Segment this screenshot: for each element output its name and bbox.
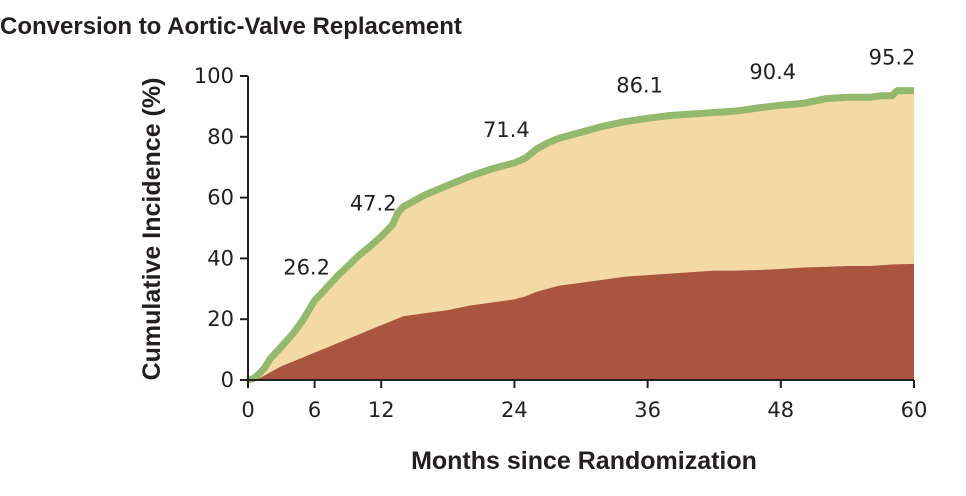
y-tick-label: 0 [221,368,234,392]
y-tick-label: 80 [207,125,234,149]
x-tick-label: 24 [501,398,528,422]
data-label: 71.4 [483,118,530,142]
x-tick-label: 48 [767,398,794,422]
plot-area [247,87,914,384]
x-tick-label: 12 [368,398,395,422]
y-tick-label: 60 [207,186,234,210]
x-tick-label: 36 [634,398,661,422]
x-tick-label: 60 [901,398,928,422]
chart-title: Conversion to Aortic-Valve Replacement [0,13,462,40]
lower-area [248,263,914,380]
cumulative-curve [247,87,914,384]
data-labels: 26.2 47.2 71.4 86.1 90.4 95.2 [283,46,915,280]
data-label: 86.1 [616,73,663,97]
x-tick-label: 6 [308,398,321,422]
x-tick-label: 0 [241,398,254,422]
y-axis-title: Cumulative Incidence (%) [138,78,166,381]
data-label: 26.2 [283,255,330,279]
y-tick-label: 100 [194,64,234,88]
x-axis-title: Months since Randomization [411,447,757,475]
data-label: 95.2 [869,46,916,70]
y-tick-label: 20 [207,307,234,331]
y-tick-label: 40 [207,246,234,270]
data-label: 90.4 [749,60,796,84]
axes: 0 20 40 60 80 100 0 6 12 24 36 48 60 [194,64,927,422]
data-label: 47.2 [350,192,397,216]
